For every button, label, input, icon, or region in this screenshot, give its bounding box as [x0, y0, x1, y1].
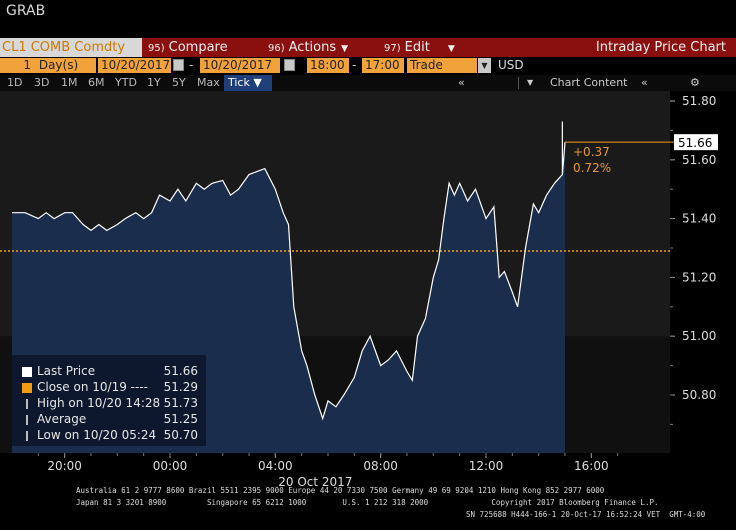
legend-row: High on 10/20 14:28 51.73 — [12, 396, 206, 412]
edit-label: Edit — [404, 40, 430, 55]
range-button-6m[interactable]: 6M — [88, 76, 105, 89]
change-annotation: +0.37 — [573, 145, 610, 159]
window-title: GRAB — [6, 3, 46, 19]
command-toolbar: CL1 COMB Comdty 95) Compare 96) Actions ▼ 9… — [0, 38, 736, 57]
legend-swatch — [26, 415, 28, 425]
y-tick-label: 51.80 — [682, 94, 716, 108]
x-axis-strip — [0, 453, 736, 489]
legend-label: Low on 10/20 05:24 — [37, 428, 157, 442]
compare-label: Compare — [168, 40, 228, 55]
type-dropdown-icon[interactable]: ▼ — [478, 58, 491, 73]
ticker-field[interactable]: CL1 COMB Comdty — [0, 38, 142, 57]
range-button-1y[interactable]: 1Y — [147, 76, 161, 89]
footer-line-2: Japan 81 3 3201 8900 Singapore 65 6212 1… — [76, 498, 659, 507]
x-tick-label: 00:00 — [153, 459, 188, 473]
period-count: 1 — [23, 58, 31, 72]
expand-icon[interactable]: « — [641, 76, 648, 89]
range-button-5y[interactable]: 5Y — [172, 76, 186, 89]
compare-button[interactable]: 95) Compare — [148, 38, 228, 57]
y-tick-label: 50.80 — [682, 388, 716, 402]
toolbar-divider — [518, 77, 519, 89]
type-select[interactable]: Trade — [407, 58, 477, 73]
y-tick-label: 51.20 — [682, 270, 716, 284]
price-line — [12, 142, 566, 421]
date-label: 20 Oct 2017 — [278, 475, 352, 489]
legend-swatch — [22, 367, 32, 377]
edit-button[interactable]: 97) Edit ▼ — [384, 38, 455, 57]
chart-content-dropdown-icon[interactable]: ▼ — [527, 78, 534, 87]
gear-icon[interactable]: ⚙ — [690, 76, 700, 89]
chart-title: Intraday Price Chart — [595, 40, 726, 55]
date-toolbar: 1 Day(s) 10/20/2017 - 10/20/2017 18:00 -… — [0, 57, 736, 75]
y-tick-label: 51.40 — [682, 212, 716, 226]
x-tick-label: 20:00 — [47, 459, 82, 473]
end-date-field[interactable]: 10/20/2017 — [200, 58, 280, 73]
start-date-field[interactable]: 10/20/2017 — [98, 58, 171, 73]
date-separator: - — [189, 58, 194, 72]
legend-value: 51.66 — [163, 364, 198, 378]
edit-dropdown-icon: ▼ — [447, 44, 455, 54]
range-button-1d[interactable]: 1D — [7, 76, 23, 89]
change-pct-annotation: 0.72% — [573, 161, 611, 175]
period-field[interactable]: 1 Day(s) — [0, 58, 96, 73]
actions-button[interactable]: 96) Actions ▼ — [268, 38, 348, 57]
legend-swatch — [26, 431, 28, 441]
actions-number: 96) — [268, 43, 285, 54]
legend-label: Average — [37, 412, 87, 426]
legend-value: 51.25 — [163, 412, 198, 426]
actions-dropdown-icon: ▼ — [341, 44, 349, 54]
legend-swatch — [22, 383, 32, 393]
range-toolbar: 1D 3D 1M 6M YTD 1Y 5Y Max Tick ▼ « ▼ Chart Conte… — [0, 75, 736, 91]
end-calendar-icon[interactable] — [284, 59, 295, 71]
legend-value: 51.73 — [163, 396, 198, 410]
footer-line-1: Australia 61 2 9777 8600 Brazil 5511 239… — [76, 486, 605, 495]
start-calendar-icon[interactable] — [173, 59, 184, 71]
edit-number: 97) — [384, 43, 401, 54]
legend-value: 50.70 — [163, 428, 198, 442]
x-tick-label: 12:00 — [469, 459, 504, 473]
legend-label: High on 10/20 14:28 — [37, 396, 161, 410]
y-tick-label: 51.60 — [682, 153, 716, 167]
legend-row: Low on 10/20 05:24 50.70 — [12, 428, 206, 444]
compare-number: 95) — [148, 43, 165, 54]
last-price-tag-label: 51.66 — [678, 136, 712, 150]
range-button-1m[interactable]: 1M — [61, 76, 78, 89]
x-tick-label: 16:00 — [574, 459, 609, 473]
x-tick-label: 08:00 — [363, 459, 398, 473]
footer-line-3: SN 725688 H444-166-1 20-Oct-17 16:52:24 … — [466, 510, 706, 519]
legend-label: Close on 10/19 ---- — [37, 380, 148, 394]
range-button-3d[interactable]: 3D — [34, 76, 50, 89]
period-unit: Day(s) — [38, 58, 79, 72]
legend-row: Last Price 51.66 — [12, 364, 206, 380]
chart-content-button[interactable]: Chart Content — [550, 76, 628, 89]
actions-label: Actions — [288, 40, 337, 55]
legend-label: Last Price — [37, 364, 96, 378]
chart-legend: Last Price 51.66 Close on 10/19 ---- 51.29 H… — [12, 355, 206, 446]
last-price-tag — [674, 134, 718, 151]
legend-swatch — [26, 399, 28, 409]
currency-label: USD — [498, 58, 524, 72]
x-tick-label: 04:00 — [258, 459, 293, 473]
y-tick-label: 51.00 — [682, 329, 716, 343]
tick-select[interactable]: Tick ▼ — [224, 75, 272, 91]
legend-row: Close on 10/19 ---- 51.29 — [12, 380, 206, 396]
legend-value: 51.29 — [163, 380, 198, 394]
end-time-field[interactable]: 17:00 — [362, 58, 404, 73]
start-time-field[interactable]: 18:00 — [307, 58, 349, 73]
collapse-icon[interactable]: « — [458, 76, 465, 89]
range-button-max[interactable]: Max — [197, 76, 220, 89]
range-button-ytd[interactable]: YTD — [115, 76, 137, 89]
time-separator: - — [352, 58, 357, 72]
legend-row: Average 51.25 — [12, 412, 206, 428]
